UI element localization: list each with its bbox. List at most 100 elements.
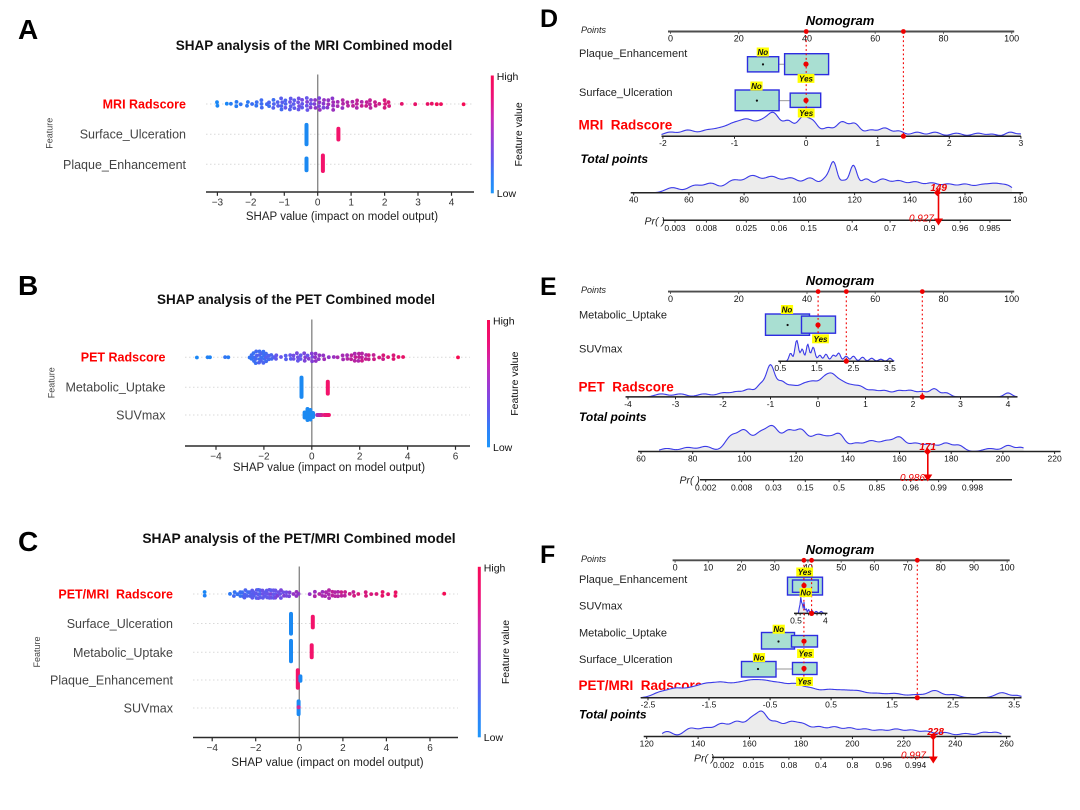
svg-text:0.015: 0.015	[743, 760, 765, 770]
svg-text:Yes: Yes	[798, 568, 812, 577]
svg-text:120: 120	[789, 454, 803, 464]
svg-text:0.5: 0.5	[833, 483, 845, 493]
svg-text:20: 20	[734, 34, 744, 44]
svg-text:SHAP value (impact on model ou: SHAP value (impact on model output)	[231, 757, 423, 769]
svg-text:Nomogram: Nomogram	[806, 13, 875, 28]
svg-text:180: 180	[944, 454, 958, 464]
svg-text:MRI Radscore: MRI Radscore	[579, 118, 673, 133]
svg-text:1: 1	[863, 399, 868, 409]
svg-text:Surface_Ulceration: Surface_Ulceration	[80, 128, 186, 142]
svg-text:0.4: 0.4	[846, 223, 858, 233]
svg-text:4: 4	[405, 452, 411, 463]
svg-text:50: 50	[836, 563, 846, 573]
svg-text:180: 180	[1013, 195, 1027, 205]
svg-text:-1: -1	[731, 138, 739, 148]
svg-text:0: 0	[804, 138, 809, 148]
svg-text:0.985: 0.985	[979, 223, 1001, 233]
svg-text:Surface_Ulceration: Surface_Ulceration	[579, 654, 673, 666]
svg-text:6: 6	[427, 743, 433, 754]
svg-text:Metabolic_Uptake: Metabolic_Uptake	[579, 310, 667, 322]
svg-text:SUVmax: SUVmax	[579, 344, 623, 356]
svg-text:2.5: 2.5	[847, 363, 859, 373]
svg-text:Plaque_Enhancement: Plaque_Enhancement	[50, 674, 174, 688]
svg-text:0: 0	[673, 563, 678, 573]
svg-text:4: 4	[1006, 399, 1011, 409]
svg-text:No: No	[773, 625, 784, 634]
svg-text:Low: Low	[493, 442, 513, 454]
svg-text:120: 120	[640, 739, 654, 749]
svg-text:−3: −3	[212, 198, 224, 209]
svg-text:0.08: 0.08	[781, 760, 798, 770]
svg-text:4: 4	[384, 743, 390, 754]
svg-text:20: 20	[734, 294, 744, 304]
svg-text:0.96: 0.96	[952, 223, 969, 233]
svg-text:Feature value: Feature value	[509, 351, 521, 415]
svg-text:-0.5: -0.5	[763, 700, 778, 710]
svg-text:3: 3	[415, 198, 421, 209]
svg-text:SHAP value (impact on model ou: SHAP value (impact on model output)	[233, 462, 425, 474]
svg-text:0: 0	[315, 198, 321, 209]
svg-text:PET Radscore: PET Radscore	[579, 380, 675, 395]
svg-text:0.994: 0.994	[905, 760, 927, 770]
svg-text:3.5: 3.5	[1008, 700, 1020, 710]
svg-text:2: 2	[911, 399, 916, 409]
svg-text:Points: Points	[581, 285, 607, 295]
svg-text:228: 228	[926, 727, 944, 738]
svg-text:-2.5: -2.5	[641, 700, 656, 710]
svg-text:200: 200	[996, 454, 1010, 464]
svg-text:100: 100	[792, 195, 806, 205]
svg-text:Nomogram: Nomogram	[806, 542, 875, 557]
svg-text:Feature: Feature	[44, 118, 54, 149]
svg-text:200: 200	[845, 739, 859, 749]
svg-text:Plaque_Enhancement: Plaque_Enhancement	[579, 48, 687, 60]
svg-text:Surface_Ulceration: Surface_Ulceration	[67, 617, 173, 631]
svg-text:0.7: 0.7	[884, 223, 896, 233]
svg-text:Yes: Yes	[799, 74, 813, 83]
svg-text:-1.5: -1.5	[702, 700, 717, 710]
svg-text:80: 80	[936, 563, 946, 573]
svg-text:0.03: 0.03	[765, 483, 782, 493]
svg-text:0.002: 0.002	[695, 483, 717, 493]
svg-text:0.003: 0.003	[664, 223, 686, 233]
svg-text:2: 2	[947, 138, 952, 148]
svg-text:Feature: Feature	[47, 367, 57, 398]
svg-text:-2: -2	[659, 138, 667, 148]
svg-text:1: 1	[875, 138, 880, 148]
svg-text:2.5: 2.5	[947, 700, 959, 710]
svg-text:240: 240	[948, 739, 962, 749]
svg-text:20: 20	[736, 563, 746, 573]
svg-text:0.4: 0.4	[815, 760, 827, 770]
svg-text:Nomogram: Nomogram	[806, 273, 875, 288]
svg-text:Yes: Yes	[799, 650, 813, 659]
svg-text:0.002: 0.002	[713, 760, 735, 770]
svg-text:0.986: 0.986	[900, 473, 925, 484]
svg-text:140: 140	[691, 739, 705, 749]
svg-text:−2: −2	[250, 743, 262, 754]
svg-text:Feature: Feature	[32, 636, 42, 667]
svg-text:0.8: 0.8	[846, 760, 858, 770]
svg-text:B: B	[18, 270, 38, 301]
svg-text:No: No	[800, 589, 811, 598]
svg-text:SHAP value (impact on model ou: SHAP value (impact on model output)	[246, 211, 438, 223]
svg-text:3: 3	[958, 399, 963, 409]
svg-text:260: 260	[1000, 739, 1014, 749]
svg-text:PET Radscore: PET Radscore	[81, 351, 166, 365]
svg-text:100: 100	[737, 454, 751, 464]
svg-text:-1: -1	[767, 399, 775, 409]
svg-text:0.96: 0.96	[902, 483, 919, 493]
svg-text:0: 0	[668, 294, 673, 304]
svg-text:SHAP analysis of the PET/MRI C: SHAP analysis of the PET/MRI Combined mo…	[142, 531, 455, 546]
svg-text:0.008: 0.008	[731, 483, 753, 493]
svg-text:Plaque_Enhancement: Plaque_Enhancement	[63, 158, 187, 172]
svg-text:60: 60	[869, 563, 879, 573]
svg-text:0: 0	[309, 452, 315, 463]
svg-text:Feature value: Feature value	[513, 102, 525, 166]
svg-text:0: 0	[297, 743, 303, 754]
svg-text:0.15: 0.15	[800, 223, 817, 233]
svg-text:Plaque_Enhancement: Plaque_Enhancement	[579, 574, 687, 586]
svg-text:E: E	[540, 273, 557, 301]
svg-text:F: F	[540, 541, 555, 569]
svg-text:0.99: 0.99	[930, 483, 947, 493]
svg-text:Points: Points	[581, 25, 607, 35]
svg-text:Metabolic_Uptake: Metabolic_Uptake	[65, 381, 165, 395]
